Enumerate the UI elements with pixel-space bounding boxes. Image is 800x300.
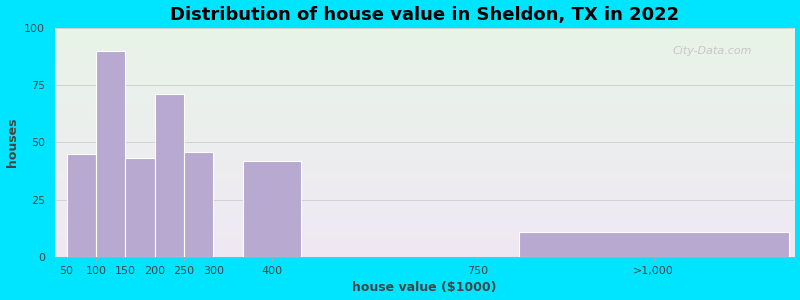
Text: City-Data.com: City-Data.com — [673, 46, 752, 56]
X-axis label: house value ($1000): house value ($1000) — [352, 281, 497, 294]
Y-axis label: houses: houses — [6, 118, 18, 167]
Bar — [184, 152, 214, 257]
Bar — [126, 158, 154, 257]
Bar — [154, 94, 184, 257]
Bar — [518, 232, 789, 257]
Bar — [66, 154, 96, 257]
Bar — [96, 51, 126, 257]
Bar — [242, 161, 302, 257]
Title: Distribution of house value in Sheldon, TX in 2022: Distribution of house value in Sheldon, … — [170, 6, 679, 24]
